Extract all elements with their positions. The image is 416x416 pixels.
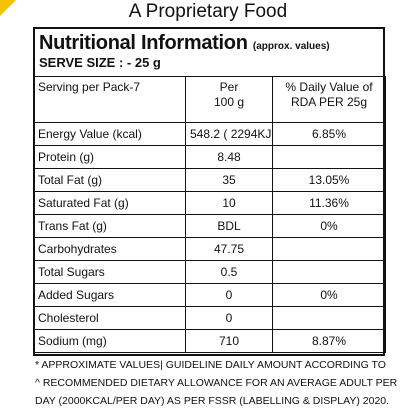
cell: 47.75	[185, 237, 273, 261]
header-line: RDA PER 25g	[290, 95, 368, 109]
row: Total Sugars 0.5	[33, 260, 386, 284]
cell: Sodium (mg)	[33, 329, 186, 353]
cell: 0	[185, 306, 273, 330]
cell-text: Total Sugars	[38, 265, 105, 279]
cell: Added Sugars	[33, 283, 186, 307]
cell-text: 710	[218, 334, 240, 348]
header-row: Serving per Pack-7 Per 100 g% Daily Value …	[33, 76, 386, 123]
cell: 8.87%	[272, 329, 386, 353]
header-line: % Daily Value of	[285, 80, 373, 94]
cell-text: Energy Value (kcal)	[38, 127, 142, 141]
cell: 710	[185, 329, 273, 353]
cell-text: 47.75	[213, 242, 245, 256]
cell: Carbohydrates	[33, 237, 186, 261]
row: Protein (g) 8.48	[33, 145, 386, 169]
footnote-line: * APPROXIMATE VALUES| GUIDELINE DAILY AM…	[35, 359, 386, 371]
corner-decoration	[0, 0, 16, 16]
cell: 0%	[272, 214, 386, 238]
cell: 548.2 ( 2294KJ )	[185, 122, 273, 146]
row: Total Fat (g) 35 13.05%	[33, 168, 386, 192]
cell-text: 35	[222, 173, 236, 187]
cell-text: 13.05%	[308, 173, 350, 187]
nutrition-box: Nutritional Information (approx. values)…	[33, 27, 386, 356]
row: Energy Value (kcal) 548.2 ( 2294KJ ) 6.85%	[33, 122, 386, 146]
heading: Nutritional Information (approx. values)	[39, 32, 330, 55]
cell: 6.85%	[272, 122, 386, 146]
cell	[272, 145, 386, 169]
footnote: * APPROXIMATE VALUES| GUIDELINE DAILY AM…	[35, 356, 397, 410]
cell-text: 0	[225, 288, 233, 302]
row: Sodium (mg) 710 8.87%	[33, 329, 386, 353]
heading-note: (approx. values)	[252, 41, 330, 52]
cell-text: Trans Fat (g)	[38, 219, 107, 233]
header-line: 100 g	[213, 95, 245, 109]
footnote-line: DAY (2000KCAL/PER DAY) AS PER FSSR (LABE…	[35, 395, 390, 407]
cell	[272, 306, 386, 330]
nutrition-table: Serving per Pack-7 Per 100 g% Daily Value …	[33, 76, 386, 353]
header-cell: % Daily Value of RDA PER 25g	[272, 76, 386, 123]
cell: 13.05%	[272, 168, 386, 192]
row: Cholesterol 0	[33, 306, 386, 330]
cell	[272, 237, 386, 261]
cell: 0%	[272, 283, 386, 307]
row: Trans Fat (g) BDL 0%	[33, 214, 386, 238]
header-line: Serving per Pack-7	[38, 80, 141, 94]
header-line: Per	[219, 80, 239, 94]
cell: Trans Fat (g)	[33, 214, 186, 238]
cell: Cholesterol	[33, 306, 186, 330]
header-cell: Serving per Pack-7	[33, 76, 186, 123]
cell-text: 0.5	[220, 265, 238, 279]
cell: Energy Value (kcal)	[33, 122, 186, 146]
cell-text: 0	[225, 311, 233, 325]
footnote-line: ^ RECOMMENDED DIETARY ALLOWANCE FOR AN A…	[35, 377, 398, 389]
cell: BDL	[185, 214, 273, 238]
cell: Protein (g)	[33, 145, 186, 169]
cell: 0.5	[185, 260, 273, 284]
cell-text: Saturated Fat (g)	[38, 196, 129, 210]
cell: Total Sugars	[33, 260, 186, 284]
row: Saturated Fat (g) 10 11.36%	[33, 191, 386, 215]
cell-text: Cholesterol	[38, 311, 99, 325]
cell-text: 8.48	[217, 150, 241, 164]
cell-text: Protein (g)	[38, 150, 95, 164]
cell-text: Total Fat (g)	[38, 173, 103, 187]
cell-text: Added Sugars	[38, 288, 115, 302]
cell: 8.48	[185, 145, 273, 169]
cell-text: 548.2 ( 2294KJ )	[190, 127, 273, 141]
cell: Total Fat (g)	[33, 168, 186, 192]
product-title: A Proprietary Food	[128, 1, 288, 22]
cell: 35	[185, 168, 273, 192]
cell-text: 8.87%	[311, 334, 347, 348]
cell-text: 0%	[320, 219, 338, 233]
cell-text: 11.36%	[309, 196, 349, 210]
cell-text: Sodium (mg)	[38, 334, 107, 348]
cell-text: BDL	[217, 219, 241, 233]
cell-text: 0%	[320, 288, 338, 302]
cell-text: 10	[222, 196, 236, 210]
serve-size: SERVE SIZE : - 25 g	[39, 55, 161, 70]
row: Carbohydrates 47.75	[33, 237, 386, 261]
cell: 0	[185, 283, 273, 307]
row: Added Sugars 0 0%	[33, 283, 386, 307]
cell: 11.36%	[272, 191, 386, 215]
cell	[272, 260, 386, 284]
header-cell: Per 100 g	[185, 76, 273, 123]
cell-text: 6.85%	[311, 127, 347, 141]
heading-title: Nutritional Information	[39, 32, 248, 54]
cell: Saturated Fat (g)	[33, 191, 186, 215]
cell: 10	[185, 191, 273, 215]
cell-text: Carbohydrates	[38, 242, 117, 256]
